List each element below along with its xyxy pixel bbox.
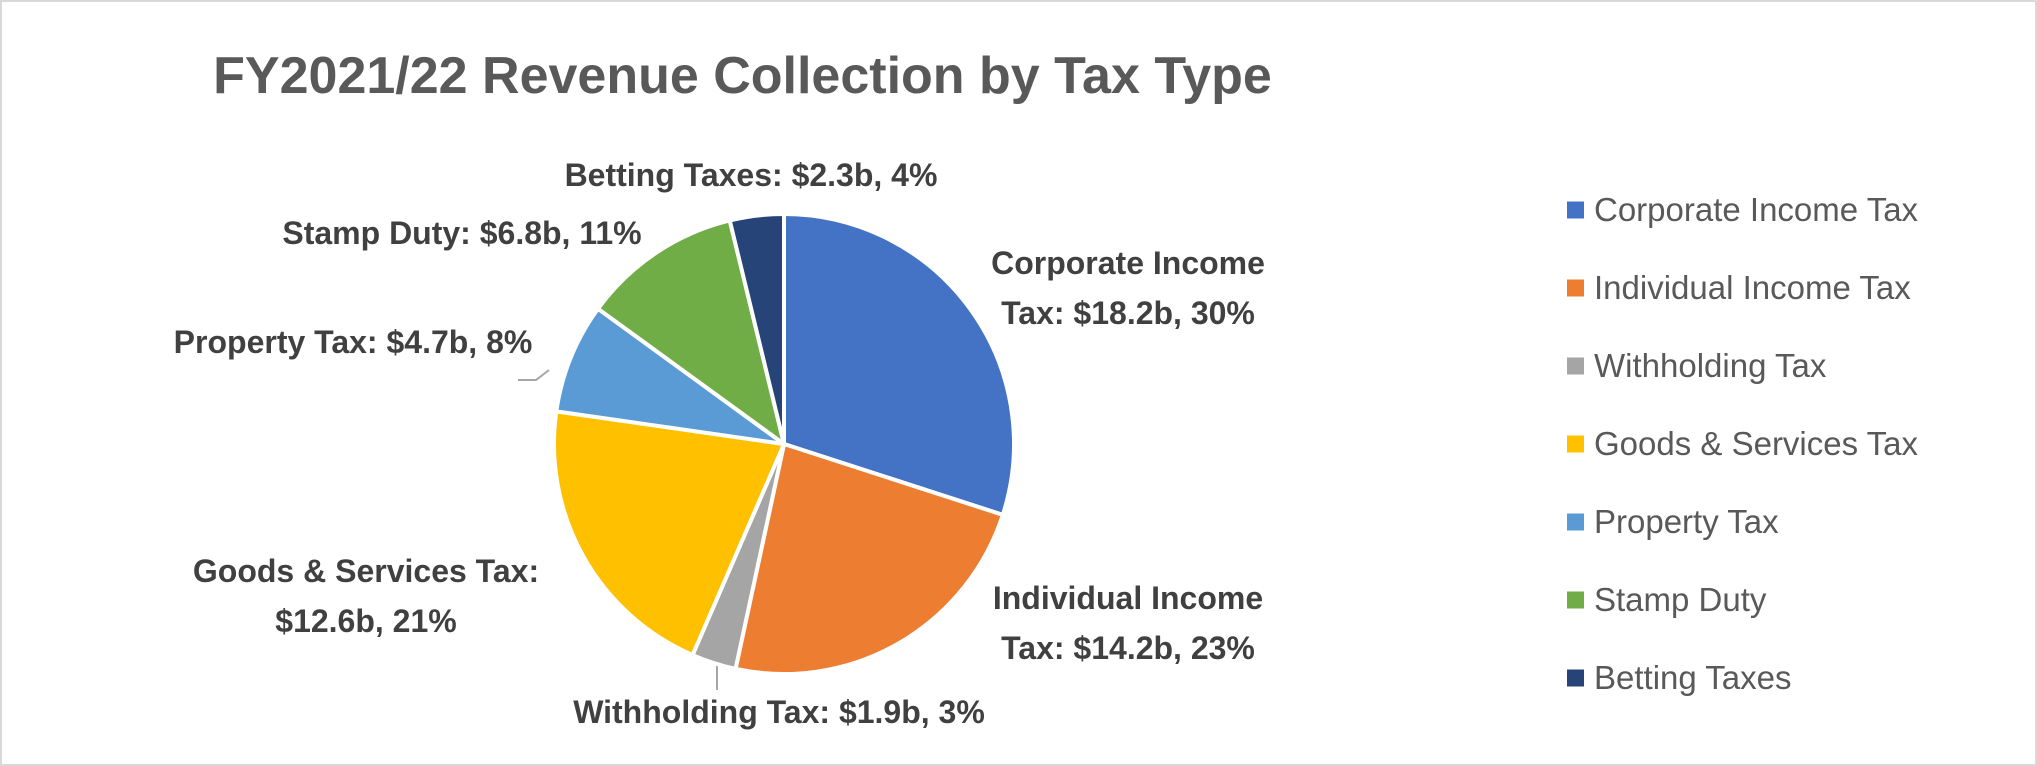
legend-swatch [1567,435,1584,453]
legend-label: Corporate Income Tax [1594,191,1919,228]
data-label: Goods & Services Tax: $12.6b, 21% [192,553,540,639]
chart-title: FY2021/22 Revenue Collection by Tax Type [213,47,1272,105]
pie-slice [554,306,786,446]
pie-slice [727,212,786,446]
legend-swatch [1567,357,1584,375]
legend-label: Stamp Duty [1594,581,1767,618]
legend-label: Goods & Services Tax [1594,425,1919,462]
legend-swatch [1567,279,1584,297]
pie-slice [595,218,786,446]
legend-item: Withholding Tax [1567,347,1827,385]
legend-label: Individual Income Tax [1594,269,1911,306]
legend-item: Individual Income Tax [1567,269,1911,307]
data-label: Stamp Duty: $6.8b, 11% [282,215,642,251]
legend-label: Betting Taxes [1594,659,1792,696]
legend-item: Corporate Income Tax [1567,191,1919,229]
data-label: Corporate Income Tax: $18.2b, 30% [991,245,1265,331]
pie-slice [733,442,1005,676]
legend-swatch [1567,201,1584,219]
legend-label: Withholding Tax [1594,347,1827,384]
pie-slice [552,409,786,658]
leader-line [518,369,550,381]
data-label: Betting Taxes: $2.3b, 4% [564,157,938,193]
legend-swatch [1567,591,1584,609]
legend-item: Betting Taxes [1567,659,1792,697]
legend-item: Stamp Duty [1567,581,1767,619]
legend-item: Goods & Services Tax [1567,425,1919,463]
data-label: Property Tax: $4.7b, 8% [173,324,533,360]
legend-swatch [1567,669,1584,687]
data-label: Withholding Tax: $1.9b, 3% [573,694,985,730]
pie-slice [782,212,1016,517]
legend-item: Property Tax [1567,503,1779,541]
legend-swatch [1567,513,1584,531]
data-label: Individual Income Tax: $14.2b, 23% [992,580,1264,666]
legend-label: Property Tax [1594,503,1779,540]
